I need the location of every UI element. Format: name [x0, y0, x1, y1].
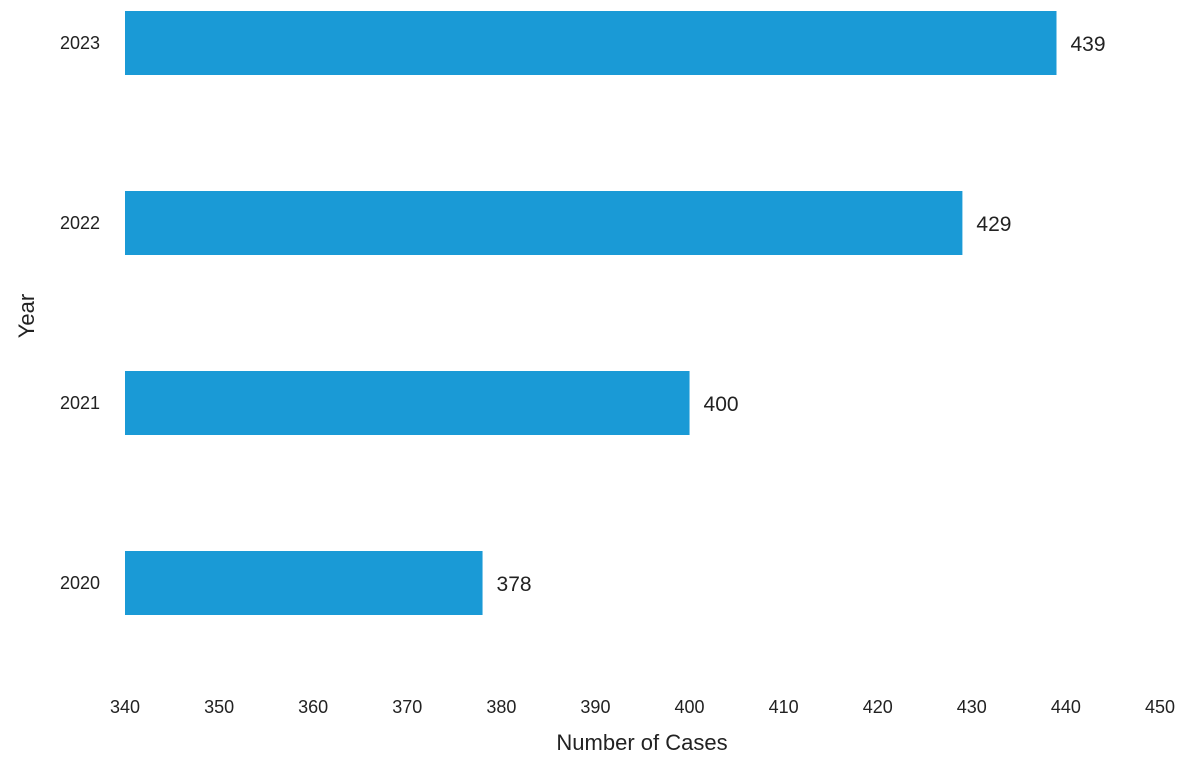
value-label-2020: 378: [497, 573, 532, 596]
x-tick-label-370: 370: [392, 697, 422, 717]
value-labels-layer: 439 429 400 378: [497, 33, 1106, 596]
x-tick-label-430: 430: [957, 697, 987, 717]
x-tick-label-410: 410: [769, 697, 799, 717]
x-tick-label-450: 450: [1145, 697, 1175, 717]
x-tick-label-400: 400: [675, 697, 705, 717]
y-axis-tick-labels: 2023 2022 2021 2020: [60, 33, 100, 593]
bar-2022: [125, 191, 963, 255]
x-tick-label-350: 350: [204, 697, 234, 717]
bar-2020: [125, 551, 483, 615]
bars-layer: [125, 11, 1057, 615]
x-tick-label-390: 390: [580, 697, 610, 717]
x-tick-label-440: 440: [1051, 697, 1081, 717]
value-label-2022: 429: [976, 213, 1011, 236]
y-tick-label-2021: 2021: [60, 393, 100, 413]
y-tick-label-2022: 2022: [60, 213, 100, 233]
x-tick-label-340: 340: [110, 697, 140, 717]
x-axis-tick-labels: 340 350 360 370 380 390 400 410 420 430 440 450: [110, 697, 1175, 717]
x-tick-label-420: 420: [863, 697, 893, 717]
y-tick-label-2020: 2020: [60, 573, 100, 593]
value-label-2021: 400: [704, 393, 739, 416]
x-axis-title: Number of Cases: [556, 730, 727, 755]
bar-2021: [125, 371, 690, 435]
x-tick-label-360: 360: [298, 697, 328, 717]
y-tick-label-2023: 2023: [60, 33, 100, 53]
x-tick-label-380: 380: [486, 697, 516, 717]
value-label-2023: 439: [1071, 33, 1106, 56]
bar-2023: [125, 11, 1057, 75]
y-axis-title: Year: [14, 294, 39, 338]
